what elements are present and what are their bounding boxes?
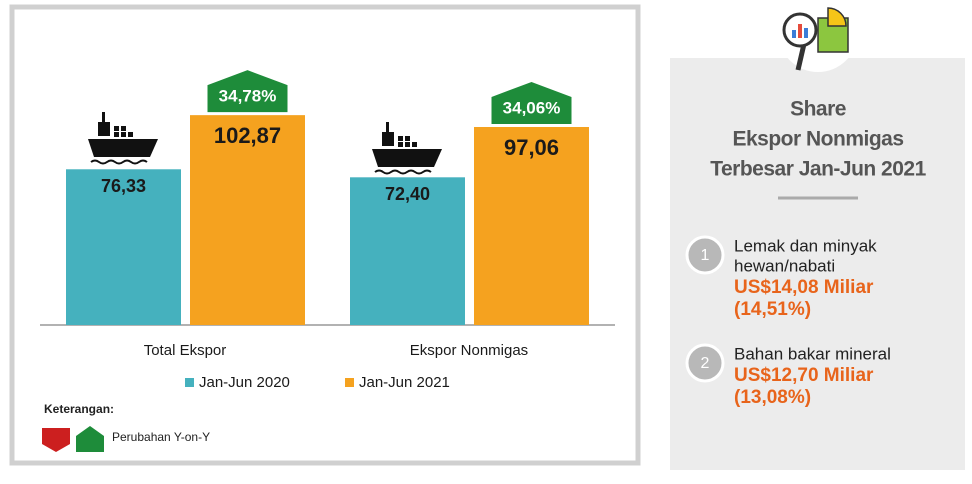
share-title: Terbesar Jan-Jun 2021 [710,158,926,181]
share-title: Ekspor Nonmigas [732,128,903,151]
item-number-bg [685,343,725,383]
note-badge [76,426,104,452]
growth-label: 34,06% [503,98,561,117]
legend-swatch [345,378,354,387]
bar [66,169,181,325]
analysis-icon [782,7,849,71]
value-label: 72,40 [385,184,430,204]
bar [350,177,465,325]
value-label: 97,06 [504,135,559,160]
item-description: hewan/nabati [734,256,835,275]
item-description: Lemak dan minyak [734,236,877,255]
item-number: 1 [701,247,710,264]
bar [190,115,305,325]
item-percent: (14,51%) [734,299,811,320]
growth-badge [207,70,288,113]
legend-swatch [185,378,194,387]
category-label: Ekspor Nonmigas [410,342,528,359]
legend-label: Jan-Jun 2021 [359,374,450,391]
note-badge [42,428,70,452]
item-number-bg [685,235,725,275]
item-value: US$12,70 Miliar [734,365,874,386]
bar [474,126,589,326]
share-title: Share [790,98,846,121]
value-label: 76,33 [101,176,146,196]
item-description: Bahan bakar mineral [734,344,891,363]
item-number: 2 [701,355,710,372]
category-label: Total Ekspor [144,342,227,359]
value-label: 102,87 [214,123,281,148]
item-value: US$14,08 Miliar [734,277,874,298]
growth-badge [491,81,572,124]
item-percent: (13,08%) [734,387,811,408]
note-label: Perubahan Y-on-Y [112,430,210,444]
growth-label: 34,78% [219,87,277,106]
legend-label: Jan-Jun 2020 [199,374,290,391]
note-title: Keterangan: [44,402,114,416]
